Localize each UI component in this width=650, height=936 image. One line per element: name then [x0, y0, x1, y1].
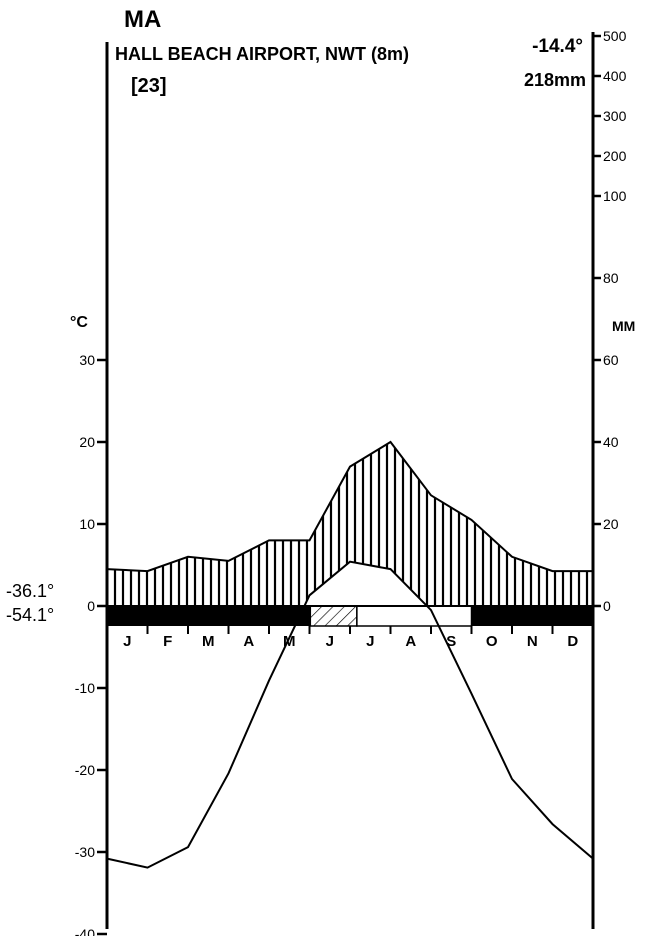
absolute-maximum-temperature: -36.1° — [6, 581, 54, 601]
month-label: O — [486, 633, 498, 650]
humid-period-hatching — [107, 442, 593, 606]
precipitation-tick-label: 300 — [603, 108, 627, 124]
temperature-unit-label: °C — [70, 314, 88, 331]
month-label: J — [123, 633, 131, 650]
frost-bar-segment — [356, 605, 473, 627]
annual-precipitation: 218mm — [524, 70, 586, 90]
precipitation-tick-label: 40 — [603, 434, 619, 450]
month-label: J — [326, 633, 334, 650]
month-label: M — [202, 633, 215, 650]
precipitation-tick-label: 60 — [603, 352, 619, 368]
month-label: N — [527, 633, 538, 650]
temperature-tick-label: 0 — [87, 598, 95, 614]
month-label: D — [567, 633, 578, 650]
precipitation-tick-label: 80 — [603, 270, 619, 286]
precipitation-tick-label: 0 — [603, 598, 611, 614]
month-label: J — [366, 633, 374, 650]
temperature-tick-label: 20 — [79, 434, 95, 450]
precipitation-unit-label: MM — [612, 318, 635, 334]
month-label: A — [243, 633, 254, 650]
precipitation-tick-label: 20 — [603, 516, 619, 532]
precipitation-line — [106, 440, 593, 573]
temperature-tick-label: -40 — [75, 926, 95, 936]
month-label: A — [405, 633, 416, 650]
years-of-record: [23] — [131, 75, 167, 97]
station-name: HALL BEACH AIRPORT, NWT (8m) — [115, 44, 409, 64]
precipitation-tick-label: 500 — [603, 28, 627, 44]
frost-bar-segment — [471, 606, 593, 626]
absolute-minimum-temperature: -54.1° — [6, 605, 54, 625]
temperature-tick-label: -20 — [75, 762, 95, 778]
station-code: MA — [124, 6, 161, 33]
month-label: F — [163, 633, 172, 650]
precipitation-tick-label: 200 — [603, 148, 627, 164]
frost-bar-segment — [309, 605, 358, 627]
temperature-tick-label: 10 — [79, 516, 95, 532]
temperature-line — [106, 560, 594, 869]
month-label: S — [446, 633, 456, 650]
precipitation-tick-label: 400 — [603, 68, 627, 84]
frost-bar-segment — [107, 606, 311, 626]
temperature-tick-label: -10 — [75, 680, 95, 696]
mean-annual-temperature: -14.4° — [532, 36, 583, 57]
temperature-tick-label: -30 — [75, 844, 95, 860]
temperature-tick-label: 30 — [79, 352, 95, 368]
precipitation-tick-label: 100 — [603, 188, 627, 204]
